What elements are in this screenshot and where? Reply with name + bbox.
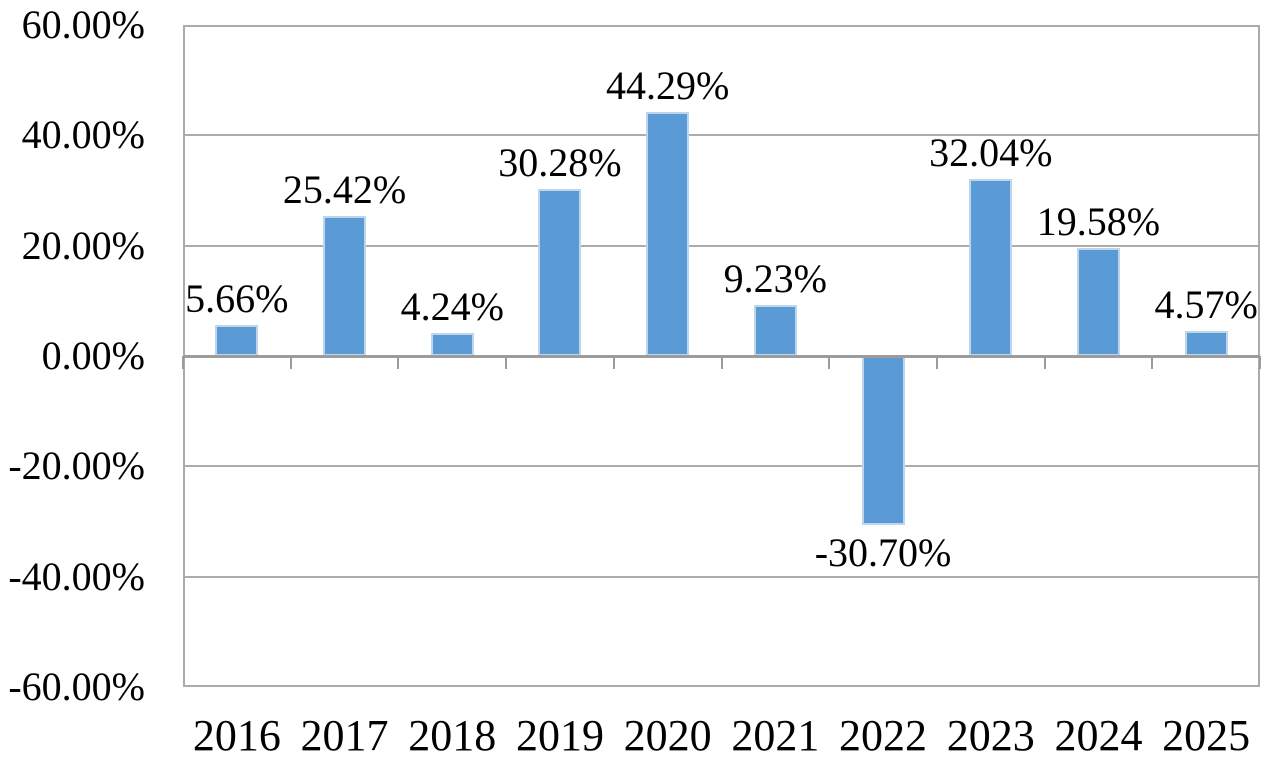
x-axis-tick bbox=[1259, 356, 1261, 369]
x-axis-label-2019: 2019 bbox=[515, 711, 604, 760]
x-axis-tick bbox=[828, 356, 831, 369]
x-axis-label-2023: 2023 bbox=[946, 711, 1035, 760]
data-label-2016: 5.66% bbox=[185, 275, 289, 321]
bar-2021 bbox=[753, 305, 797, 356]
y-axis-label: 60.00% bbox=[21, 2, 145, 47]
y-axis-label: 20.00% bbox=[21, 222, 145, 268]
bar-2020 bbox=[646, 111, 690, 356]
x-axis-label-2018: 2018 bbox=[408, 711, 497, 760]
data-label-2019: 30.28% bbox=[498, 139, 622, 185]
data-label-2017: 25.42% bbox=[282, 166, 407, 212]
data-label-2020: 44.29% bbox=[605, 62, 730, 108]
gridline bbox=[183, 465, 1260, 468]
y-axis-label: -20.00% bbox=[8, 443, 145, 489]
data-label-2021: 9.23% bbox=[723, 256, 828, 302]
x-axis-label-2016: 2016 bbox=[192, 711, 281, 760]
x-axis-label-2022: 2022 bbox=[839, 711, 928, 760]
data-label-2018: 4.24% bbox=[400, 283, 504, 329]
y-axis-label: 0.00% bbox=[41, 333, 145, 378]
data-label-2024: 19.58% bbox=[1036, 198, 1161, 244]
x-axis-label-2020: 2020 bbox=[623, 711, 712, 760]
x-axis-tick bbox=[720, 356, 723, 369]
x-axis-tick bbox=[935, 356, 938, 369]
x-axis-tick bbox=[289, 356, 292, 369]
bar-2022 bbox=[861, 356, 905, 526]
x-axis-tick bbox=[612, 356, 615, 369]
gridline bbox=[183, 575, 1260, 578]
gridline bbox=[183, 134, 1260, 137]
x-axis-label-2021: 2021 bbox=[731, 711, 820, 760]
data-label-2023: 32.04% bbox=[929, 130, 1053, 176]
bar-2018 bbox=[430, 332, 474, 356]
data-label-2025: 4.57% bbox=[1154, 281, 1258, 327]
x-axis-tick bbox=[182, 356, 184, 369]
x-axis-tick bbox=[1043, 356, 1046, 369]
bar-2017 bbox=[323, 215, 367, 356]
x-axis-tick bbox=[397, 356, 400, 369]
y-axis-label: -60.00% bbox=[8, 664, 145, 709]
bar-2025 bbox=[1184, 330, 1228, 356]
bar-2024 bbox=[1076, 247, 1120, 356]
x-axis-label-2024: 2024 bbox=[1054, 711, 1143, 760]
bar-2016 bbox=[215, 324, 259, 356]
bar-2019 bbox=[538, 188, 582, 356]
x-axis-tick bbox=[1151, 356, 1154, 369]
x-axis-label-2017: 2017 bbox=[300, 711, 389, 760]
x-axis-label-2025: 2025 bbox=[1162, 711, 1251, 760]
data-label-2022: -30.70% bbox=[814, 530, 952, 576]
bar-2023 bbox=[969, 179, 1013, 356]
y-axis-label: -40.00% bbox=[8, 553, 145, 599]
gridline bbox=[183, 244, 1260, 247]
x-axis-tick bbox=[505, 356, 508, 369]
y-axis-label: 40.00% bbox=[21, 112, 145, 158]
